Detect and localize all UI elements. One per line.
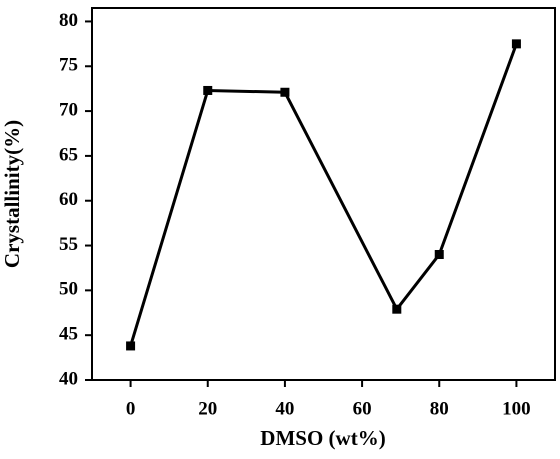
x-axis-title: DMSO (wt%) xyxy=(260,426,385,450)
x-tick-label: 20 xyxy=(198,398,217,419)
y-tick-label: 40 xyxy=(59,368,78,389)
marker xyxy=(126,341,136,351)
marker xyxy=(511,39,521,49)
y-tick-label: 70 xyxy=(59,99,78,120)
x-tick-label: 100 xyxy=(502,398,531,419)
line xyxy=(129,43,518,347)
x-tick-label: 80 xyxy=(430,398,449,419)
y-tick-label: 45 xyxy=(59,324,78,345)
y-tick-label: 50 xyxy=(59,279,78,300)
marker xyxy=(203,85,213,95)
x-tick-label: 0 xyxy=(126,398,136,419)
marker xyxy=(392,304,402,314)
y-tick-label: 80 xyxy=(59,10,78,31)
x-tick-label: 40 xyxy=(275,398,294,419)
y-tick-label: 55 xyxy=(59,234,78,255)
marker xyxy=(280,87,290,97)
plot-frame xyxy=(91,7,556,381)
x-tick-label: 60 xyxy=(353,398,372,419)
y-tick-label: 65 xyxy=(59,144,78,165)
marker xyxy=(434,250,444,260)
y-axis-title: Crystallinity(%) xyxy=(0,120,24,268)
y-tick-label: 60 xyxy=(59,189,78,210)
y-tick-label: 75 xyxy=(59,55,78,76)
